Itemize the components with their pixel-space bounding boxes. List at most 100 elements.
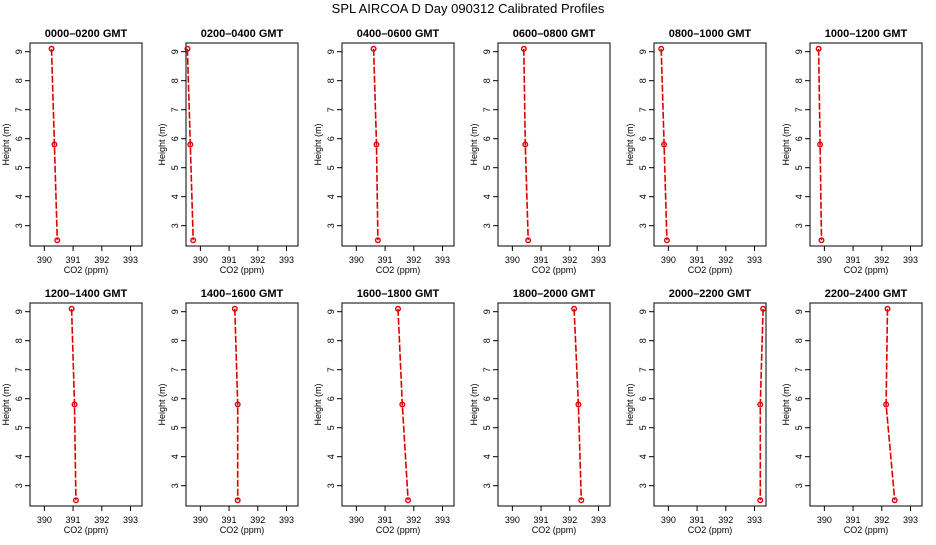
y-tick-label: 4: [14, 194, 24, 199]
y-tick-label: 8: [326, 78, 336, 83]
y-tick-label: 6: [638, 136, 648, 141]
data-point: [661, 141, 668, 148]
y-tick-label: 3: [482, 483, 492, 488]
data-point: [884, 305, 891, 312]
y-tick-label: 3: [326, 223, 336, 228]
x-tick-label: 392: [562, 515, 577, 525]
y-axis-label: Height (m): [625, 123, 635, 165]
y-tick-label: 7: [326, 107, 336, 112]
x-tick-label: 391: [222, 255, 237, 265]
data-point: [234, 401, 241, 408]
x-tick-label: 392: [874, 515, 889, 525]
data-point: [68, 305, 75, 312]
y-tick-label: 4: [326, 194, 336, 199]
x-tick-label: 392: [718, 515, 733, 525]
data-point: [405, 497, 412, 504]
y-tick-label: 4: [794, 454, 804, 459]
panel-12: 2200–2400 GMT 390 391 392 393 CO2 (ppm) 3 4 5 6 7 8…: [781, 288, 923, 535]
data-point: [520, 45, 527, 52]
x-tick-label: 390: [661, 515, 676, 525]
y-tick-label: 9: [170, 49, 180, 54]
y-tick-label: 4: [482, 194, 492, 199]
data-point: [231, 305, 238, 312]
panel-title: 2200–2400 GMT: [825, 288, 908, 300]
data-point: [757, 497, 764, 504]
y-tick-label: 7: [326, 367, 336, 372]
panel-11: 2000–2200 GMT 390 391 392 393 CO2 (ppm) 3 4 5 6 7 8…: [625, 288, 767, 535]
data-point: [54, 237, 61, 244]
y-tick-label: 6: [482, 136, 492, 141]
data-point: [373, 141, 380, 148]
plot-frame: [653, 42, 767, 247]
data-point: [72, 497, 79, 504]
y-tick-label: 8: [638, 338, 648, 343]
y-tick-label: 8: [170, 78, 180, 83]
x-tick-label: 393: [747, 255, 762, 265]
x-tick-label: 390: [817, 515, 832, 525]
x-tick-label: 391: [846, 515, 861, 525]
x-tick-label: 390: [37, 515, 52, 525]
x-tick-label: 393: [123, 515, 138, 525]
data-point: [525, 237, 532, 244]
y-axis-label: Height (m): [313, 123, 323, 165]
data-point: [658, 45, 665, 52]
data-point: [818, 237, 825, 244]
x-tick-label: 390: [505, 515, 520, 525]
x-axis-label: CO2 (ppm): [376, 525, 421, 535]
data-point: [190, 237, 197, 244]
y-tick-label: 5: [170, 165, 180, 170]
x-tick-label: 391: [66, 255, 81, 265]
y-tick-label: 9: [794, 309, 804, 314]
x-tick-label: 393: [279, 515, 294, 525]
y-tick-label: 4: [482, 454, 492, 459]
x-tick-label: 392: [406, 515, 421, 525]
panel-9: 1600–1800 GMT 390 391 392 393 CO2 (ppm) 3 4 5 6 7 8…: [313, 288, 455, 535]
y-tick-label: 4: [326, 454, 336, 459]
y-tick-label: 5: [482, 165, 492, 170]
panel-1: 0000–0200 GMT 390 391 392 393 CO2 (ppm) 3 4 5 6 7 8…: [1, 28, 143, 275]
y-tick-label: 3: [14, 483, 24, 488]
plot-frame: [497, 302, 611, 507]
y-axis-label: Height (m): [625, 383, 635, 425]
x-tick-label: 393: [591, 255, 606, 265]
y-tick-label: 5: [170, 425, 180, 430]
y-tick-label: 6: [326, 136, 336, 141]
data-point: [815, 45, 822, 52]
x-axis-label: CO2 (ppm): [844, 265, 889, 275]
panel-title: 1800–2000 GMT: [513, 288, 596, 300]
y-axis-label: Height (m): [1, 383, 11, 425]
y-tick-label: 6: [638, 396, 648, 401]
y-tick-label: 7: [638, 107, 648, 112]
y-tick-label: 8: [482, 78, 492, 83]
x-tick-label: 392: [718, 255, 733, 265]
plot-frame: [29, 302, 143, 507]
y-tick-label: 5: [638, 165, 648, 170]
y-tick-label: 3: [638, 223, 648, 228]
data-point: [395, 305, 402, 312]
profile-line: [817, 48, 823, 241]
data-point: [578, 497, 585, 504]
data-point: [51, 141, 58, 148]
y-tick-label: 9: [638, 49, 648, 54]
y-tick-label: 8: [170, 338, 180, 343]
x-tick-label: 390: [505, 255, 520, 265]
x-tick-label: 391: [534, 515, 549, 525]
profile-line: [186, 48, 194, 241]
panel-4: 0600–0800 GMT 390 391 392 393 CO2 (ppm) 3 4 5 6 7 8…: [469, 28, 611, 275]
data-point: [760, 305, 767, 312]
panel-8: 1400–1600 GMT 390 391 392 393 CO2 (ppm) 3 4 5 6 7 8…: [157, 288, 299, 535]
y-tick-label: 5: [326, 165, 336, 170]
profile-line: [397, 308, 409, 501]
plot-frame: [809, 42, 923, 247]
y-tick-label: 4: [14, 454, 24, 459]
data-point: [184, 45, 191, 52]
x-tick-label: 391: [378, 255, 393, 265]
figure-title: SPL AIRCOA D Day 090312 Calibrated Profi…: [332, 1, 605, 16]
y-tick-label: 5: [14, 425, 24, 430]
y-tick-label: 5: [326, 425, 336, 430]
x-tick-label: 390: [817, 255, 832, 265]
x-tick-label: 392: [94, 255, 109, 265]
panel-title: 1200–1400 GMT: [45, 288, 128, 300]
y-tick-label: 7: [794, 107, 804, 112]
